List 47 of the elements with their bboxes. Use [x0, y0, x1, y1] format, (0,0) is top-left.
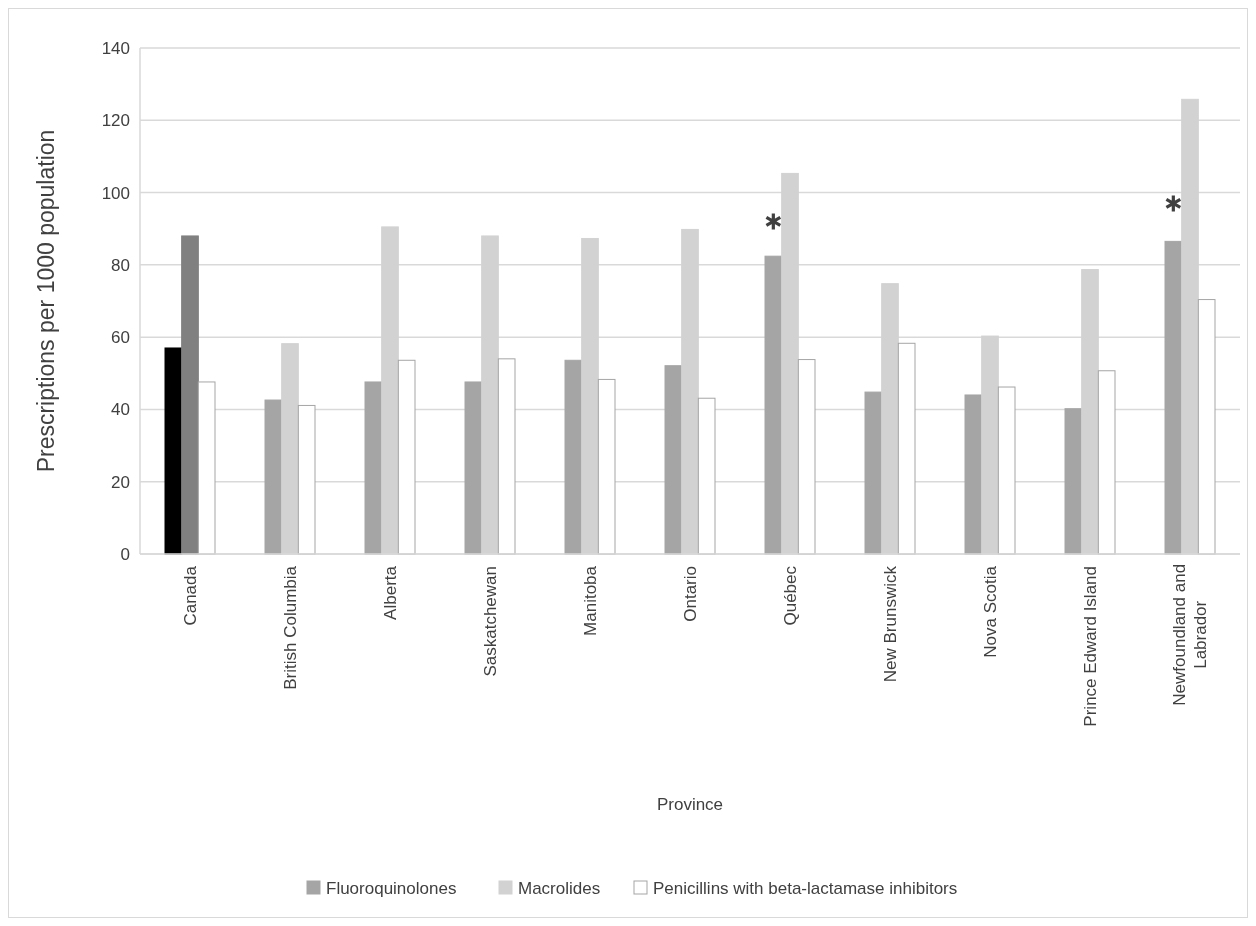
- bar: [564, 359, 583, 555]
- legend-label: Macrolides: [518, 878, 601, 898]
- bar: [964, 394, 983, 555]
- bar: [664, 365, 683, 555]
- x-tick-label: Saskatchewan: [480, 566, 500, 677]
- bar: [764, 255, 783, 555]
- bar: [464, 381, 483, 555]
- x-tick-label: Newfoundland and Labrador: [1170, 563, 1211, 706]
- x-tick-label: Manitoba: [580, 565, 600, 636]
- bar: [181, 235, 199, 555]
- y-axis-title: Prescriptions per 1000 population: [33, 129, 59, 473]
- x-tick-label: Alberta: [380, 565, 400, 620]
- bar: [497, 358, 516, 555]
- x-tick-label: Québec: [780, 565, 800, 626]
- bar: [1097, 370, 1116, 555]
- x-tick-label: British Columbia: [280, 565, 300, 690]
- x-tick-label: New Brunswick: [880, 565, 900, 683]
- bar: [864, 391, 883, 555]
- bar: [897, 342, 916, 555]
- bar: [364, 381, 383, 555]
- y-tick-label: 120: [101, 111, 130, 131]
- y-tick-label: 140: [101, 38, 130, 58]
- bar: [264, 399, 283, 555]
- x-tick-label: Nova Scotia: [980, 565, 1000, 658]
- bar: [297, 404, 316, 555]
- x-tick-label: Ontario: [680, 566, 700, 622]
- bar: [164, 347, 183, 555]
- x-axis-title: Province: [656, 795, 724, 814]
- bar: [597, 378, 616, 555]
- bar: [1164, 240, 1183, 555]
- bar: [397, 359, 416, 555]
- y-tick-label: 80: [111, 255, 130, 275]
- legend-label: Fluoroquinolones: [326, 878, 457, 898]
- y-tick-label: 40: [111, 400, 130, 420]
- bar: [1064, 408, 1083, 555]
- x-tick-label: Canada: [180, 565, 200, 626]
- bar: [197, 381, 216, 555]
- legend-label: Penicillins with beta-lactamase inhibitors: [653, 878, 958, 898]
- bar: [1197, 299, 1216, 555]
- y-tick-label: 0: [120, 544, 130, 564]
- y-tick-label: 100: [101, 183, 130, 203]
- y-tick-label: 60: [111, 328, 130, 348]
- bar: [797, 359, 816, 555]
- bar: [697, 397, 716, 555]
- x-tick-label: Prince Edward Island: [1080, 566, 1100, 727]
- y-tick-label: 20: [111, 472, 130, 492]
- bar: [997, 386, 1016, 555]
